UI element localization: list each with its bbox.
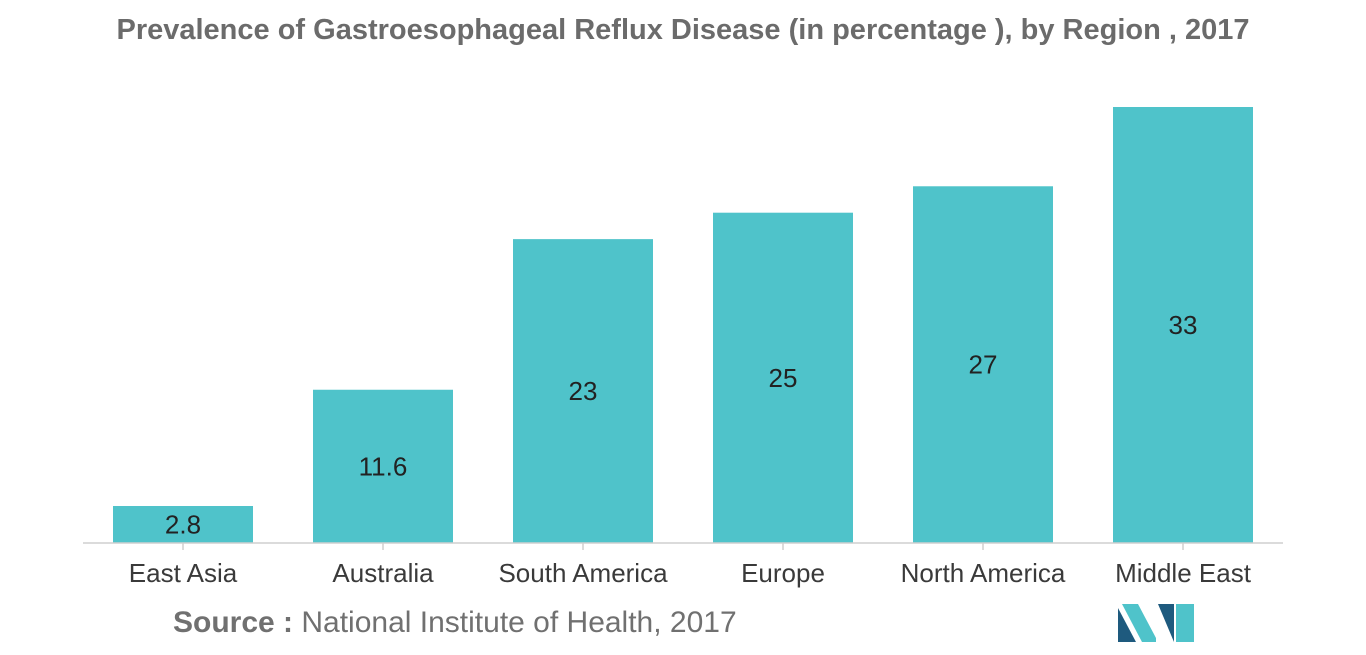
bar-middle-east	[1113, 107, 1253, 543]
x-ticks-layer	[182, 543, 1184, 550]
value-label: 2.8	[165, 510, 201, 540]
bar-north-america	[913, 186, 1053, 544]
chart-title: Prevalence of Gastroesophageal Reflux Di…	[116, 14, 1250, 46]
bar-australia	[313, 389, 453, 543]
category-label: Europe	[741, 558, 825, 588]
bar-east-asia	[113, 506, 253, 543]
bar-europe	[713, 212, 853, 544]
bar-chart: 2.8 11.6 23 25 27 33 East Asia Australia South …	[83, 107, 1283, 588]
bars-layer	[113, 107, 1253, 544]
value-label: 27	[969, 350, 998, 380]
bar-south-america	[513, 239, 653, 543]
category-label: East Asia	[129, 558, 238, 588]
source-note: Source : National Institute of Health, 2…	[173, 606, 737, 640]
source-text: National Institute of Health, 2017	[301, 606, 737, 639]
category-label: North America	[901, 558, 1066, 588]
value-label: 11.6	[359, 451, 408, 481]
value-label: 23	[569, 376, 598, 406]
category-label: Australia	[332, 558, 434, 588]
value-label: 33	[1169, 310, 1198, 340]
category-label: South America	[498, 558, 668, 588]
category-labels-layer: East Asia Australia South America Europe Nor…	[129, 558, 1252, 588]
category-label: Middle East	[1115, 558, 1252, 588]
brand-logo-icon	[1118, 604, 1194, 642]
source-label: Source :	[173, 606, 294, 639]
value-labels-layer: 2.8 11.6 23 25 27 33	[165, 310, 1198, 540]
value-label: 25	[769, 363, 798, 393]
